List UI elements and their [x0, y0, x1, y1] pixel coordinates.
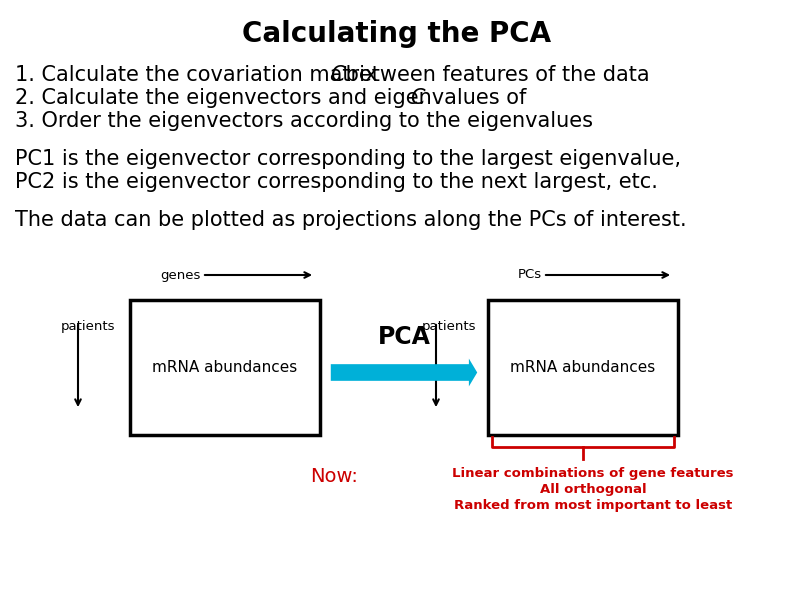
Text: patients: patients: [422, 320, 476, 333]
Text: mRNA abundances: mRNA abundances: [152, 360, 298, 375]
Text: 3. Order the eigenvectors according to the eigenvalues: 3. Order the eigenvectors according to t…: [15, 111, 593, 131]
Text: 1. Calculate the covariation matrix: 1. Calculate the covariation matrix: [15, 65, 384, 85]
Bar: [130, 300, 320, 435]
Text: Linear combinations of gene features: Linear combinations of gene features: [453, 467, 734, 480]
Text: Calculating the PCA: Calculating the PCA: [242, 20, 552, 48]
Text: between features of the data: between features of the data: [339, 65, 649, 85]
Text: PC2 is the eigenvector corresponding to the next largest, etc.: PC2 is the eigenvector corresponding to …: [15, 172, 658, 192]
Text: PC1 is the eigenvector corresponding to the largest eigenvalue,: PC1 is the eigenvector corresponding to …: [15, 149, 681, 169]
Text: mRNA abundances: mRNA abundances: [511, 360, 656, 375]
Text: patients: patients: [60, 320, 115, 333]
Text: genes: genes: [160, 268, 200, 281]
Bar: [488, 300, 678, 435]
Text: C: C: [330, 65, 345, 85]
Text: PCA: PCA: [378, 325, 430, 349]
Text: 2. Calculate the eigenvectors and eigenvalues of: 2. Calculate the eigenvectors and eigenv…: [15, 88, 533, 108]
Text: The data can be plotted as projections along the PCs of interest.: The data can be plotted as projections a…: [15, 210, 687, 230]
Text: All orthogonal: All orthogonal: [540, 483, 646, 496]
Text: Now:: Now:: [310, 467, 358, 486]
Text: C: C: [410, 88, 425, 108]
Text: PCs: PCs: [518, 268, 542, 281]
Text: Ranked from most important to least: Ranked from most important to least: [454, 499, 732, 512]
